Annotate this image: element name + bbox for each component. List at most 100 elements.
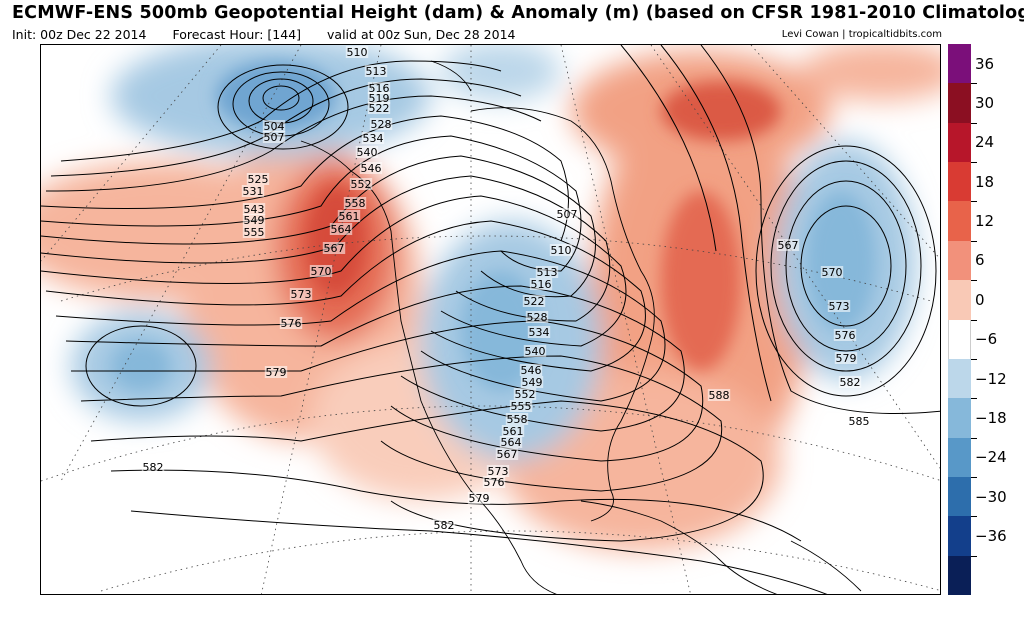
colorbar-label: −36 bbox=[975, 526, 1007, 545]
colorbar-label: 30 bbox=[975, 94, 995, 113]
contour-label: 513 bbox=[366, 65, 387, 78]
contour-label-bg bbox=[527, 326, 551, 338]
contour-label: 573 bbox=[291, 288, 312, 301]
colorbar-label: 24 bbox=[975, 133, 995, 152]
contour-label-bg bbox=[519, 364, 543, 376]
contour-label-bg bbox=[367, 92, 391, 104]
contour-label: 576 bbox=[835, 329, 856, 342]
contour-label: 588 bbox=[709, 389, 730, 402]
contour-label: 567 bbox=[497, 448, 518, 461]
contour-label: 546 bbox=[361, 162, 382, 175]
contour-label-bg bbox=[509, 400, 533, 412]
contour-label-bg bbox=[355, 146, 379, 158]
colorbar-tick bbox=[971, 319, 977, 321]
colorbar-tick bbox=[971, 83, 977, 85]
contour-label: 564 bbox=[331, 223, 352, 236]
contour-label: 558 bbox=[507, 413, 528, 426]
contour-label: 573 bbox=[829, 300, 850, 313]
colorbar-segment bbox=[948, 201, 971, 242]
contour-label-bg bbox=[262, 120, 286, 132]
colorbar-tick bbox=[971, 122, 977, 124]
contour-label-bg bbox=[525, 311, 549, 323]
colorbar-segment bbox=[948, 280, 971, 320]
colorbar-tick bbox=[971, 516, 977, 518]
contour-label-bg bbox=[264, 366, 288, 378]
contour-label-bg bbox=[242, 203, 266, 215]
contour-label: 555 bbox=[511, 400, 532, 413]
colorbar-tick bbox=[971, 555, 977, 557]
init-time: Init: 00z Dec 22 2014 bbox=[12, 27, 147, 42]
contour-label: 522 bbox=[524, 295, 545, 308]
contour-label-bg bbox=[523, 345, 547, 357]
contour-label-bg bbox=[499, 436, 523, 448]
colorbar-tick bbox=[971, 358, 977, 360]
contour-label-bg bbox=[349, 178, 373, 190]
contour-label-bg bbox=[833, 329, 857, 341]
colorbar-segment bbox=[948, 358, 971, 399]
contour-label-bg bbox=[242, 226, 266, 238]
contour-label: 549 bbox=[244, 214, 265, 227]
contour-label-bg bbox=[345, 46, 369, 58]
contour-label: 561 bbox=[503, 425, 524, 438]
contour-label: 546 bbox=[521, 364, 542, 377]
contour-labels: 5045075105135165195225285345405465525585… bbox=[141, 46, 871, 532]
colorbar-segment bbox=[948, 83, 971, 124]
contour-label-bg bbox=[838, 376, 862, 388]
contour-label: 552 bbox=[351, 178, 372, 191]
author-credit: Levi Cowan | tropicaltidbits.com bbox=[781, 29, 942, 40]
contour-label: 549 bbox=[522, 376, 543, 389]
colorbar-tick bbox=[971, 162, 977, 164]
contour-label-bg bbox=[289, 288, 313, 300]
contour-label-bg bbox=[847, 415, 871, 427]
contour-label-bg bbox=[262, 131, 286, 143]
contour-label: 579 bbox=[836, 352, 857, 365]
contour-label-bg bbox=[367, 82, 391, 94]
contour-label-bg bbox=[827, 300, 851, 312]
contour-label-bg bbox=[309, 265, 333, 277]
contour-label: 510 bbox=[551, 244, 572, 257]
contour-label: 531 bbox=[243, 185, 264, 198]
colorbar-label: 6 bbox=[975, 251, 985, 270]
contour-label: 534 bbox=[363, 132, 384, 145]
contour-label-bg bbox=[486, 465, 510, 477]
valid-time: valid at 00z Sun, Dec 28 2014 bbox=[327, 27, 516, 42]
contour-label: 558 bbox=[345, 197, 366, 210]
contour-label: 570 bbox=[311, 265, 332, 278]
contour-label: 576 bbox=[281, 317, 302, 330]
contour-label: 579 bbox=[266, 366, 287, 379]
contour-label-bg bbox=[279, 317, 303, 329]
contour-label: 513 bbox=[537, 266, 558, 279]
contour-label: 525 bbox=[248, 173, 269, 186]
contour-label-bg bbox=[520, 376, 544, 388]
colorbar-segment bbox=[948, 122, 971, 163]
contour-label: 519 bbox=[369, 92, 390, 105]
contour-label: 552 bbox=[515, 388, 536, 401]
contour-label-bg bbox=[359, 162, 383, 174]
contour-label: 570 bbox=[822, 266, 843, 279]
contour-label-bg bbox=[141, 461, 165, 473]
contour-label: 576 bbox=[484, 476, 505, 489]
colorbar-segment bbox=[948, 516, 971, 557]
contour-label-bg bbox=[482, 476, 506, 488]
colorbar-label: 12 bbox=[975, 212, 995, 231]
colorbar-tick bbox=[971, 240, 977, 242]
contour-label-bg bbox=[369, 118, 393, 130]
colorbar-label: −6 bbox=[975, 330, 998, 349]
contour-label-bg bbox=[820, 266, 844, 278]
colorbar-tick bbox=[971, 280, 977, 282]
contour-label-bg bbox=[364, 65, 388, 77]
contour-label-bg bbox=[776, 239, 800, 251]
contour-label-bg bbox=[501, 425, 525, 437]
contour-label-bg bbox=[834, 352, 858, 364]
colorbar-segment bbox=[948, 240, 971, 281]
contour-label-bg bbox=[432, 519, 456, 531]
contour-label: 507 bbox=[264, 131, 285, 144]
contour-label-bg bbox=[555, 208, 579, 220]
colorbar-label: −30 bbox=[975, 487, 1007, 506]
colorbar-segment bbox=[948, 398, 971, 439]
contour-label: 540 bbox=[525, 345, 546, 358]
contour-label-bg bbox=[367, 102, 391, 114]
contour-label-bg bbox=[513, 388, 537, 400]
contour-label: 522 bbox=[369, 102, 390, 115]
contour-label-bg bbox=[242, 214, 266, 226]
